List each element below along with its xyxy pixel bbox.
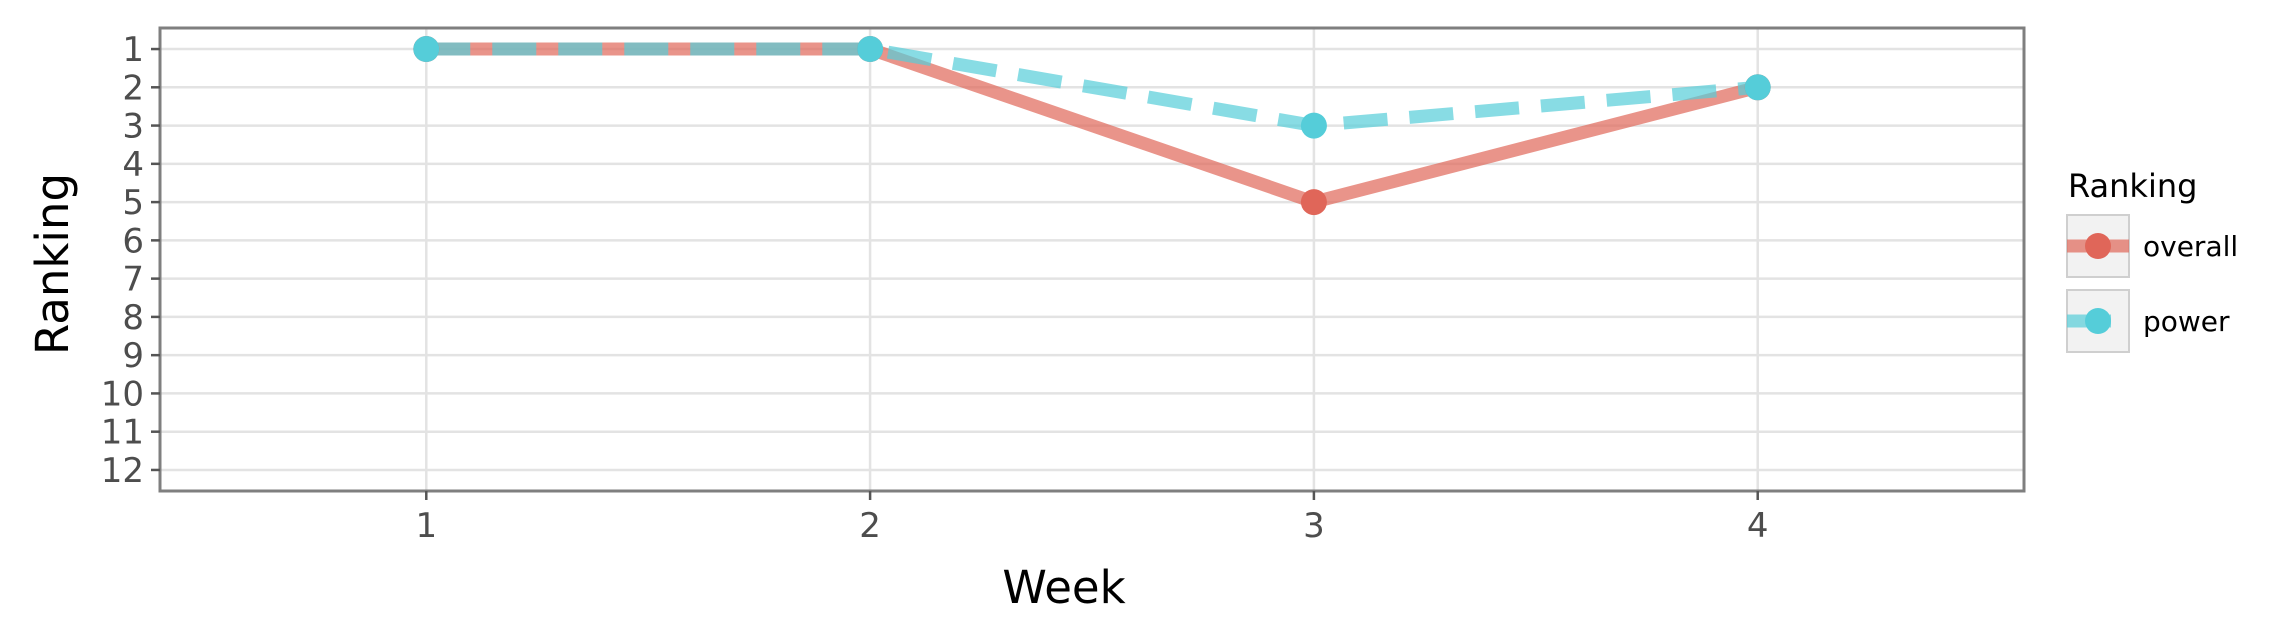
x-axis-ticks: 1 2 3 4 bbox=[415, 491, 1769, 546]
legend-key-point bbox=[2085, 233, 2111, 259]
legend-item-overall: overall bbox=[2066, 214, 2238, 278]
data-point-power bbox=[413, 36, 440, 63]
y-tick-label: 7 bbox=[122, 260, 144, 300]
series-lines bbox=[426, 42, 1760, 209]
y-axis-title: Ranking bbox=[26, 173, 79, 355]
x-tick-label: 3 bbox=[1303, 506, 1325, 546]
y-tick-label: 2 bbox=[122, 68, 144, 108]
legend-title: Ranking bbox=[2068, 167, 2197, 205]
y-tick-label: 9 bbox=[122, 336, 144, 376]
legend-item-power: power bbox=[2066, 289, 2230, 353]
y-tick-label: 8 bbox=[122, 298, 144, 338]
x-tick-label: 4 bbox=[1747, 506, 1769, 546]
x-axis-title: Week bbox=[1002, 561, 1125, 614]
legend-key-point bbox=[2085, 308, 2111, 334]
data-point-power bbox=[1300, 112, 1327, 139]
data-point-power bbox=[857, 36, 884, 63]
y-tick-label: 3 bbox=[122, 107, 144, 147]
y-tick-label: 5 bbox=[122, 183, 144, 223]
y-tick-label: 12 bbox=[101, 451, 144, 491]
x-tick-label: 1 bbox=[415, 506, 437, 546]
series-points bbox=[413, 36, 1771, 216]
legend: Ranking overall power bbox=[2066, 167, 2238, 353]
y-tick-label: 10 bbox=[101, 374, 144, 414]
data-point-overall bbox=[1300, 189, 1327, 216]
y-tick-label: 11 bbox=[101, 413, 144, 453]
y-tick-label: 4 bbox=[122, 145, 144, 185]
x-tick-label: 2 bbox=[859, 506, 881, 546]
y-tick-label: 6 bbox=[122, 221, 144, 261]
y-tick-label: 1 bbox=[122, 30, 144, 70]
plot-border bbox=[158, 26, 2026, 493]
series-line-power bbox=[426, 42, 1759, 133]
legend-label: overall bbox=[2143, 230, 2238, 263]
data-point-power bbox=[1744, 74, 1771, 101]
legend-label: power bbox=[2143, 305, 2230, 338]
